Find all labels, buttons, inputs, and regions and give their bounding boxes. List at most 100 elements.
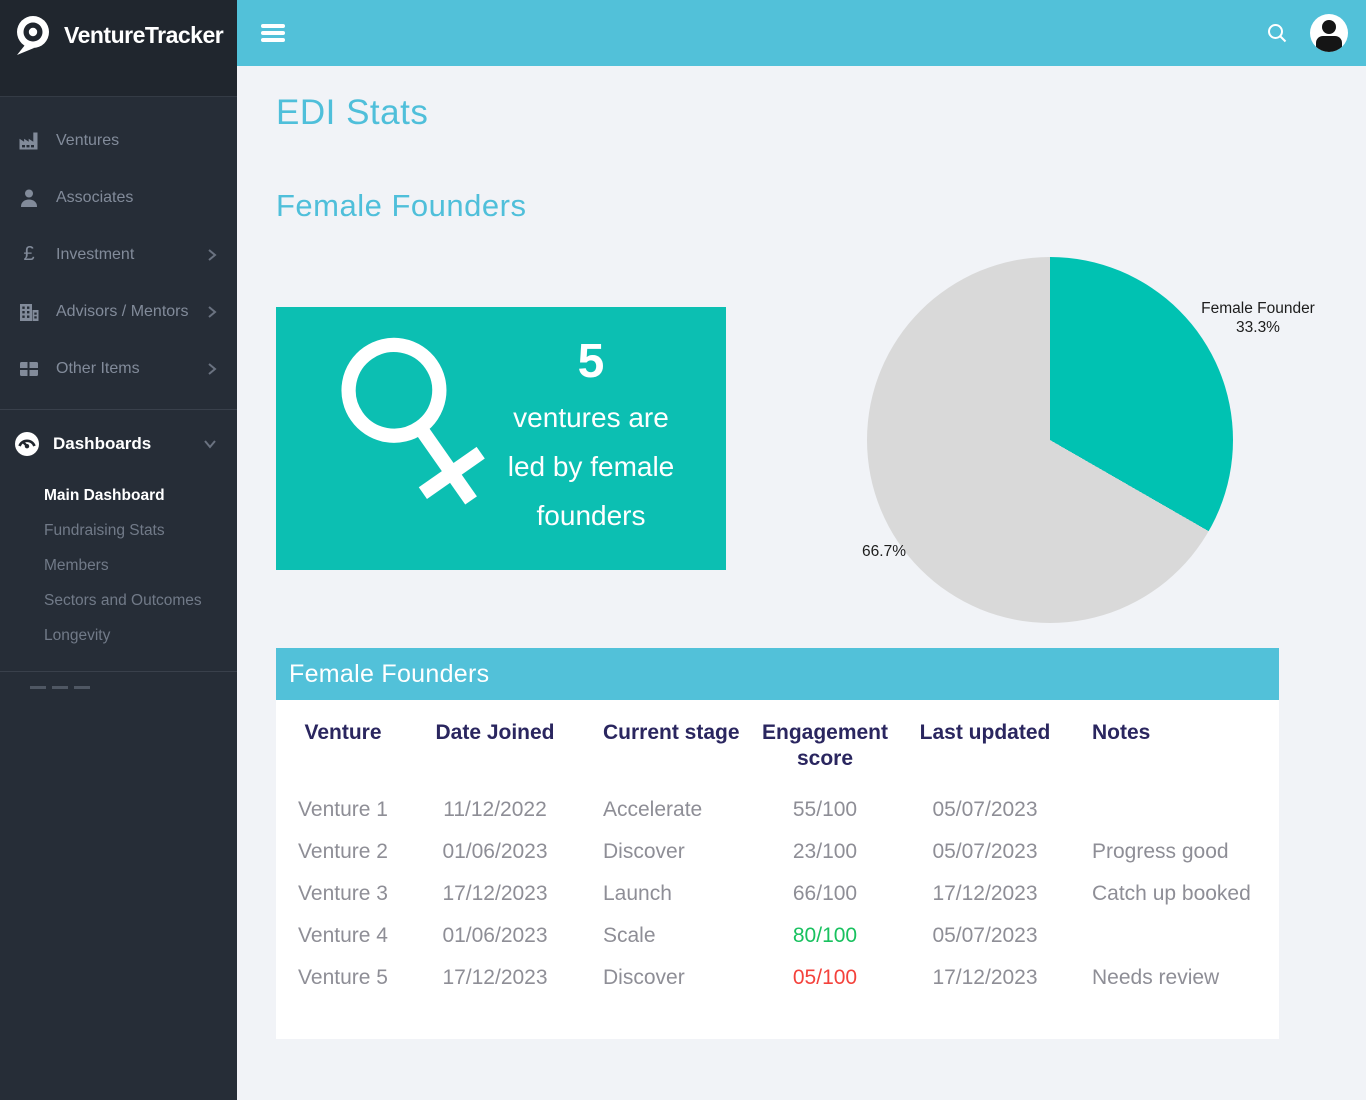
sidebar-item-associates[interactable]: Associates bbox=[0, 169, 237, 226]
stat-line-2: led by female bbox=[507, 451, 675, 482]
cell-venture: Venture 5 bbox=[298, 966, 388, 989]
grid-icon bbox=[17, 357, 41, 381]
pie-label-pct: 33.3% bbox=[1236, 319, 1280, 336]
sidebar-subitem-main-dashboard[interactable]: Main Dashboard bbox=[44, 486, 165, 504]
cell-score: 80/100 bbox=[792, 924, 858, 947]
factory-icon bbox=[17, 129, 41, 153]
sidebar-item-label: Dashboards bbox=[53, 434, 152, 453]
sidebar-nav: Ventures Associates £ Investment bbox=[0, 97, 237, 397]
sidebar-item-label: Investment bbox=[56, 245, 135, 263]
column-header-last-updated: Last updated bbox=[919, 721, 1051, 744]
female-founders-table: Female Founders Venture Date Joined Curr… bbox=[276, 648, 1279, 1039]
table-row: Venture 5 17/12/2023 Discover 05/100 17/… bbox=[276, 957, 1279, 999]
pie-label-text: Female Founder bbox=[1201, 300, 1315, 317]
pie-chart bbox=[867, 257, 1233, 623]
cell-stage: Discover bbox=[603, 840, 685, 863]
sidebar-item-other-items[interactable]: Other Items bbox=[0, 340, 237, 397]
column-header-venture: Venture bbox=[304, 721, 382, 744]
table-row: Venture 2 01/06/2023 Discover 23/100 05/… bbox=[276, 831, 1279, 873]
sidebar-item-label: Other Items bbox=[56, 359, 140, 377]
cell-stage: Accelerate bbox=[603, 798, 703, 821]
chevron-right-icon bbox=[207, 305, 217, 319]
stat-card-text: 5 ventures are led by female founders bbox=[466, 331, 716, 540]
table-row: Venture 1 11/12/2022 Accelerate 55/100 0… bbox=[276, 789, 1279, 831]
sidebar-divider bbox=[0, 671, 237, 672]
female-symbol-icon bbox=[282, 302, 539, 567]
female-founders-stat-card: 5 ventures are led by female founders bbox=[276, 307, 726, 570]
column-header-notes: Notes bbox=[1092, 721, 1151, 744]
section-title: Female Founders bbox=[276, 188, 527, 223]
table-header-row: Venture Date Joined Current stage Engage… bbox=[276, 714, 1279, 781]
stat-value: 5 bbox=[577, 335, 605, 388]
cell-last-updated: 17/12/2023 bbox=[932, 966, 1038, 989]
avatar-head bbox=[1322, 20, 1336, 34]
cell-score: 05/100 bbox=[792, 966, 858, 989]
sidebar-subitem-longevity[interactable]: Longevity bbox=[44, 626, 111, 644]
dashboards-submenu: Main Dashboard Fundraising Stats Members… bbox=[0, 478, 237, 659]
sidebar-subitem-sectors-outcomes[interactable]: Sectors and Outcomes bbox=[44, 591, 202, 609]
menu-icon[interactable] bbox=[261, 21, 285, 46]
chevron-right-icon bbox=[207, 248, 217, 262]
sidebar-item-advisors-mentors[interactable]: Advisors / Mentors bbox=[0, 283, 237, 340]
cell-last-updated: 05/07/2023 bbox=[932, 924, 1038, 947]
stat-line-3: founders bbox=[536, 500, 646, 531]
cell-date-joined: 01/06/2023 bbox=[442, 924, 548, 947]
cell-stage: Scale bbox=[603, 924, 656, 947]
gauge-icon bbox=[14, 431, 40, 457]
sidebar-subitem-members[interactable]: Members bbox=[44, 556, 109, 574]
stat-line-1: ventures are bbox=[513, 402, 669, 433]
cell-last-updated: 05/07/2023 bbox=[932, 840, 1038, 863]
cell-score: 55/100 bbox=[792, 798, 858, 821]
cell-venture: Venture 3 bbox=[298, 882, 388, 905]
cell-score: 66/100 bbox=[792, 882, 858, 905]
cell-date-joined: 01/06/2023 bbox=[442, 840, 548, 863]
cell-notes: Needs review bbox=[1092, 966, 1220, 989]
chevron-right-icon bbox=[207, 362, 217, 376]
cell-date-joined: 17/12/2023 bbox=[442, 882, 548, 905]
cell-notes bbox=[1065, 789, 1279, 807]
column-header-current-stage: Current stage bbox=[603, 721, 740, 744]
cell-venture: Venture 2 bbox=[298, 840, 388, 863]
sidebar-item-dashboards[interactable]: Dashboards bbox=[0, 410, 237, 478]
cell-stage: Launch bbox=[603, 882, 672, 905]
table-title: Female Founders bbox=[276, 648, 1279, 700]
sidebar: VentureTracker Ventures Associates bbox=[0, 0, 237, 1100]
cell-date-joined: 17/12/2023 bbox=[442, 966, 548, 989]
sidebar-item-ventures[interactable]: Ventures bbox=[0, 112, 237, 169]
table-body: Venture Date Joined Current stage Engage… bbox=[276, 700, 1279, 1039]
sidebar-clipped-item bbox=[30, 686, 237, 712]
cell-last-updated: 17/12/2023 bbox=[932, 882, 1038, 905]
app-title: VentureTracker bbox=[64, 21, 224, 48]
person-icon bbox=[17, 186, 41, 210]
cell-score: 23/100 bbox=[792, 840, 858, 863]
building-icon bbox=[17, 300, 41, 324]
search-icon[interactable] bbox=[1266, 22, 1288, 44]
cell-venture: Venture 4 bbox=[298, 924, 388, 947]
cell-notes: Progress good bbox=[1092, 840, 1229, 863]
sidebar-item-label: Advisors / Mentors bbox=[56, 302, 189, 320]
page-title: EDI Stats bbox=[276, 93, 429, 132]
table-row: Venture 4 01/06/2023 Scale 80/100 05/07/… bbox=[276, 915, 1279, 957]
chevron-down-icon bbox=[203, 439, 217, 449]
table-row: Venture 3 17/12/2023 Launch 66/100 17/12… bbox=[276, 873, 1279, 915]
sidebar-item-investment[interactable]: £ Investment bbox=[0, 226, 237, 283]
cell-last-updated: 05/07/2023 bbox=[932, 798, 1038, 821]
app-logo[interactable]: VentureTracker bbox=[0, 0, 237, 97]
topbar bbox=[237, 0, 1366, 66]
sidebar-item-label: Ventures bbox=[56, 131, 120, 149]
venturetracker-logo-icon bbox=[12, 13, 54, 57]
cell-stage: Discover bbox=[603, 966, 685, 989]
user-avatar[interactable] bbox=[1310, 14, 1348, 52]
column-header-engagement-score: Engagement score bbox=[761, 721, 889, 770]
cell-date-joined: 11/12/2022 bbox=[443, 798, 547, 821]
pie-label-female-founder: Female Founder 33.3% bbox=[1150, 299, 1366, 337]
sidebar-item-label: Associates bbox=[56, 188, 134, 206]
cell-notes bbox=[1065, 915, 1279, 933]
column-header-date-joined: Date Joined bbox=[435, 721, 555, 744]
cell-notes: Catch up booked bbox=[1092, 882, 1251, 905]
cell-venture: Venture 1 bbox=[298, 798, 388, 821]
sidebar-subitem-fundraising-stats[interactable]: Fundraising Stats bbox=[44, 521, 165, 539]
pound-icon: £ bbox=[23, 243, 35, 265]
avatar-body bbox=[1316, 36, 1342, 52]
pie-label-other-pct: 66.7% bbox=[862, 543, 906, 560]
